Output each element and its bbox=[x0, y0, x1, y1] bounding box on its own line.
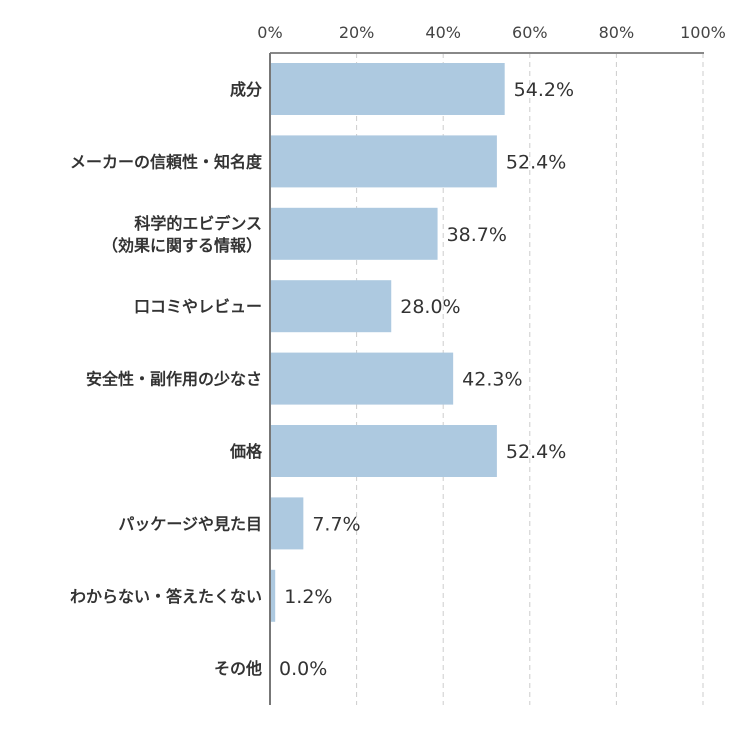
bar bbox=[270, 569, 276, 622]
category-label: メーカーの信頼性・知名度 bbox=[70, 152, 263, 171]
category-label: わからない・答えたくない bbox=[70, 587, 262, 606]
category-label: 成分 bbox=[230, 80, 262, 99]
category-label: 価格 bbox=[229, 442, 263, 461]
data-label: 0.0% bbox=[279, 658, 327, 680]
data-label: 52.4% bbox=[506, 151, 566, 173]
data-label: 54.2% bbox=[514, 79, 574, 101]
data-label: 42.3% bbox=[462, 369, 522, 391]
bar bbox=[270, 135, 497, 188]
x-tick-label: 40% bbox=[425, 23, 461, 42]
category-label: パッケージや見た目 bbox=[118, 514, 262, 533]
category-label: （効果に関する情報） bbox=[102, 236, 262, 255]
data-label: 1.2% bbox=[284, 586, 332, 608]
bar bbox=[270, 497, 304, 550]
bar bbox=[270, 425, 497, 477]
x-tick-label: 60% bbox=[512, 23, 548, 42]
x-tick-label: 0% bbox=[257, 23, 282, 42]
category-label: 安全性・副作用の少なさ bbox=[86, 370, 262, 389]
data-label: 52.4% bbox=[506, 441, 566, 463]
data-label: 38.7% bbox=[447, 224, 507, 246]
bar bbox=[270, 280, 392, 333]
category-label: その他 bbox=[214, 659, 262, 678]
data-label: 7.7% bbox=[312, 513, 360, 535]
x-tick-label: 80% bbox=[599, 23, 635, 42]
bar bbox=[270, 63, 505, 115]
x-tick-label: 20% bbox=[339, 23, 375, 42]
bar bbox=[270, 352, 454, 405]
data-label: 28.0% bbox=[400, 296, 460, 318]
category-label: 科学的エビデンス bbox=[134, 214, 262, 233]
bar bbox=[270, 207, 438, 260]
category-label: 口コミやレビュー bbox=[134, 297, 262, 316]
x-tick-label: 100% bbox=[680, 23, 726, 42]
